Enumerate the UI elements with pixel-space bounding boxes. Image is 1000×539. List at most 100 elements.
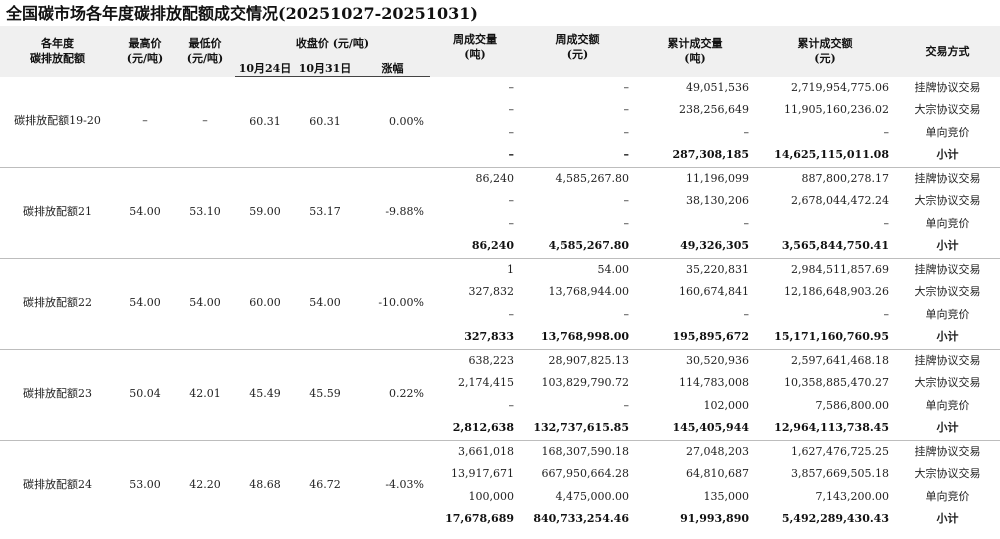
cum-volume: 35,220,831 [686,262,749,276]
close-1031: 46.72 [309,478,341,492]
group-name: 碳排放配额22 [0,258,115,350]
week-amount: 13,768,944.00 [548,285,629,298]
week-volume: 1 [507,262,514,276]
week-amount: 4,585,267.80 [555,171,629,185]
trade-method: 挂牌协议交易 [914,171,981,185]
week-amount: 667,950,664.28 [541,467,629,480]
week-volume: – [508,307,515,321]
cum-amount: 7,586,800.00 [815,398,889,412]
week-amount: 840,733,254.46 [533,512,629,525]
cum-amount: 11,905,160,236.02 [784,103,889,116]
week-volume: – [508,80,515,94]
cum-volume: 114,783,008 [679,376,749,389]
cum-volume: 49,326,305 [635,235,755,259]
group-name: 碳排放配额24 [23,478,92,492]
cum-volume: 49,051,536 [686,80,749,94]
carbon-allowance-table: 各年度 碳排放配额 最高价 (元/吨) 最低价 (元/吨) 收盘价 (元/吨) … [0,26,1000,531]
week-amount: 28,907,825.13 [548,353,629,367]
cum-amount: 2,719,954,775.06 [791,80,889,94]
week-volume: 2,812,638 [430,417,520,441]
cum-volume: 102,000 [703,398,750,412]
trade-method: 大宗协议交易 [914,376,981,389]
trade-method: 小计 [895,235,1000,259]
cum-volume: 27,048,203 [686,444,749,458]
table-row: 碳排放配额22 54.00 54.00 60.00 54.00 -10.00% 1 54.00… [0,258,1000,350]
table-body: 碳排放配额19-20– –60.31 60.31 0.00% – –49,051,536 2… [0,76,1000,531]
week-volume: – [508,194,515,207]
price-change: 0.22% [355,349,430,441]
group-name: 碳排放配额21 [0,167,115,259]
trade-method: 单向竞价 [925,216,970,230]
subtotal-row: 17,678,689 840,733,254.46 91,993,890 5,492,… [0,508,1000,531]
cum-volume: 238,256,649 [679,103,749,116]
week-volume: 17,678,689 [445,512,514,525]
week-volume: – [508,125,515,139]
week-volume: 3,661,018 [458,444,514,458]
trade-method: 小计 [895,144,1000,168]
cum-amount: 14,625,115,011.08 [755,144,895,168]
cum-volume: 135,000 [703,489,750,503]
high-price: – [115,76,175,168]
week-volume: – [508,216,515,230]
cum-amount: – [883,307,890,321]
table-row: – – – – 单向竞价 [0,304,1000,327]
trade-method: 单向竞价 [925,125,970,139]
header-close-price: 收盘价 (元/吨) [295,37,370,50]
cum-amount: 3,857,669,505.18 [791,467,889,480]
week-amount: – [623,398,630,412]
table-header: 各年度 碳排放配额 最高价 (元/吨) 最低价 (元/吨) 收盘价 (元/吨) … [0,26,1000,77]
header-change: 涨幅 [355,61,430,77]
cum-amount: 3,565,844,750.41 [755,235,895,259]
close-1031: 45.59 [295,349,355,441]
close-1024: 48.68 [249,478,281,492]
week-volume: 100,000 [468,489,515,503]
week-volume: 86,240 [430,235,520,259]
week-amount: – [623,80,630,94]
cum-amount: 12,186,648,903.26 [784,285,889,298]
cum-volume: 64,810,687 [686,467,749,480]
trade-method: 挂牌协议交易 [914,353,981,367]
trade-method: 单向竞价 [925,398,970,412]
cum-amount: 2,984,511,857.69 [791,262,889,276]
table-row: 碳排放配额21 54.00 53.10 59.00 53.17 -9.88% 86,240 4… [0,167,1000,259]
week-amount: 168,307,590.18 [541,444,629,458]
table-row: – – – – 单向竞价 [0,213,1000,236]
group-name: 碳排放配额19-20 [0,76,115,168]
week-amount: – [520,144,635,168]
trade-method: 单向竞价 [925,489,970,503]
close-1024: 59.00 [235,167,295,259]
low-price: 42.20 [189,478,221,492]
trade-method: 大宗协议交易 [914,285,981,298]
trade-method: 大宗协议交易 [914,467,981,480]
header-close-1024: 10月24日 [235,61,295,77]
header-high-price: 最高价 (元/吨) [126,37,164,66]
trade-method: 小计 [895,417,1000,441]
cum-volume: 160,674,841 [679,285,749,298]
cum-volume: 91,993,890 [680,512,749,525]
group-name: 碳排放配额23 [0,349,115,441]
cum-volume: – [743,307,750,321]
cum-volume: 11,196,099 [686,171,749,185]
subtotal-row: 327,833 13,768,998.00 195,895,672 15,171,16… [0,326,1000,350]
price-change: 0.00% [355,76,430,168]
week-amount: 4,475,000.00 [555,489,629,503]
subtotal-row: – –287,308,185 14,625,115,011.08 小计 [0,144,1000,168]
table-row: 碳排放配额19-20– –60.31 60.31 0.00% – –49,051,536 2… [0,76,1000,168]
week-amount: – [623,216,630,230]
low-price: 54.00 [175,258,235,350]
week-amount: 4,585,267.80 [520,235,635,259]
week-amount: – [623,307,630,321]
cum-amount: 12,964,113,738.45 [755,417,895,441]
cum-amount: 7,143,200.00 [815,489,889,503]
header-cum-volume: 累计成交量 (吨) [667,37,723,66]
trade-method: 大宗协议交易 [914,194,981,207]
cum-amount: – [883,125,890,139]
header-trade-method: 交易方式 [925,44,970,58]
cum-amount: 2,678,044,472.24 [791,194,889,207]
table-row: 2,174,415 103,829,790.72 114,783,008 10,358… [0,372,1000,395]
cum-volume: 287,308,185 [635,144,755,168]
week-volume: – [508,398,515,412]
close-1031: 53.17 [295,167,355,259]
week-amount: 132,737,615.85 [520,417,635,441]
cum-amount: 15,171,160,760.95 [755,326,895,350]
